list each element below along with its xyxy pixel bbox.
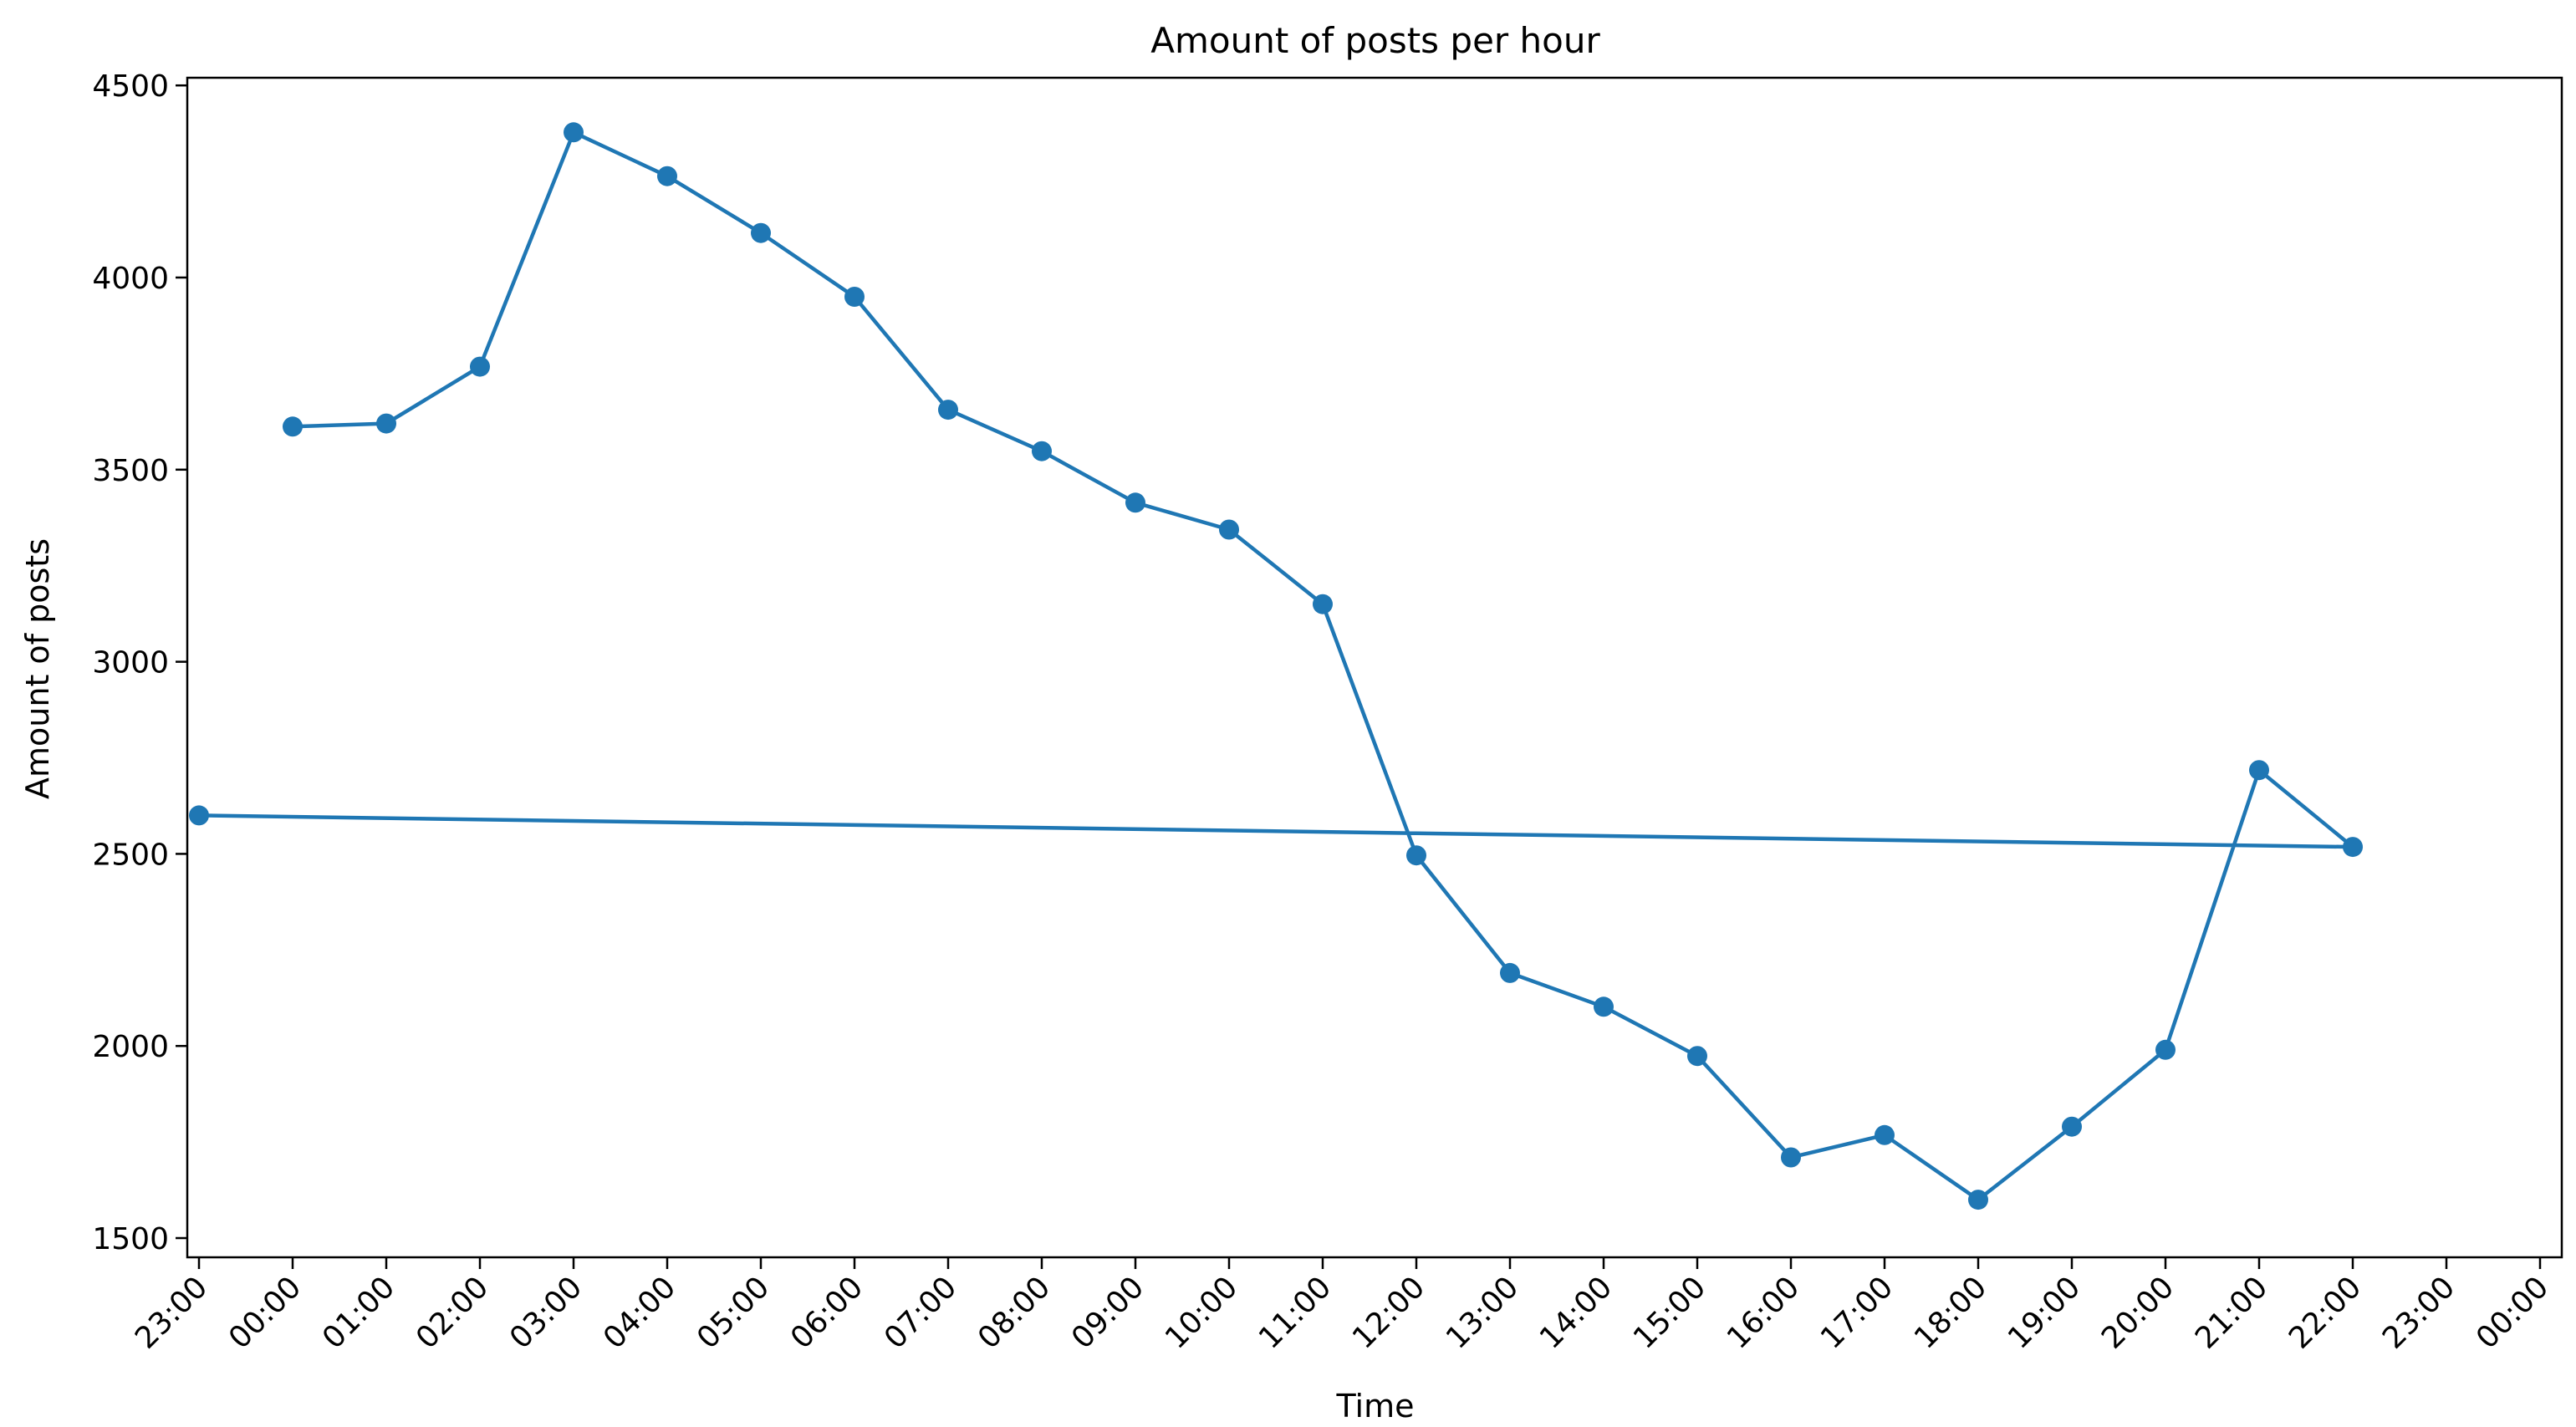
data-point xyxy=(2062,1116,2082,1137)
data-point xyxy=(470,356,490,377)
data-point xyxy=(189,805,209,826)
y-axis-label: Amount of posts xyxy=(19,538,56,799)
data-point xyxy=(2343,837,2363,858)
data-point xyxy=(1219,519,1239,540)
y-tick-label: 4000 xyxy=(92,262,169,296)
y-tick-label: 2500 xyxy=(92,838,169,872)
data-point xyxy=(2155,1039,2176,1060)
x-axis-label: Time xyxy=(1336,1388,1415,1424)
data-point xyxy=(1781,1147,1801,1168)
y-tick-label: 3500 xyxy=(92,454,169,488)
data-point xyxy=(1968,1190,1988,1210)
data-point xyxy=(1125,492,1145,513)
plot-area xyxy=(189,122,2363,1210)
data-point xyxy=(564,122,584,143)
y-tick-label: 2000 xyxy=(92,1030,169,1064)
data-point xyxy=(1594,996,1614,1017)
data-point xyxy=(2249,760,2269,781)
y-tick-label: 1500 xyxy=(92,1222,169,1256)
data-point xyxy=(751,222,771,243)
data-point xyxy=(844,287,865,307)
data-point xyxy=(1687,1046,1707,1067)
series-line xyxy=(198,130,2355,1202)
data-point xyxy=(938,400,958,420)
data-point xyxy=(1406,845,1426,866)
data-point xyxy=(1313,594,1333,614)
data-point xyxy=(376,413,396,434)
data-point xyxy=(1032,441,1052,461)
chart-title: Amount of posts per hour xyxy=(1150,20,1600,61)
data-point xyxy=(283,416,303,437)
data-point xyxy=(1875,1124,1895,1145)
plot-frame xyxy=(186,76,2563,1259)
data-point xyxy=(1500,962,1520,983)
y-tick-label: 4500 xyxy=(92,69,169,104)
data-point xyxy=(657,166,677,186)
y-axis: 1500 2000 2500 3000 3500 4000 4500 xyxy=(92,69,187,1256)
y-tick-label: 3000 xyxy=(92,646,169,680)
